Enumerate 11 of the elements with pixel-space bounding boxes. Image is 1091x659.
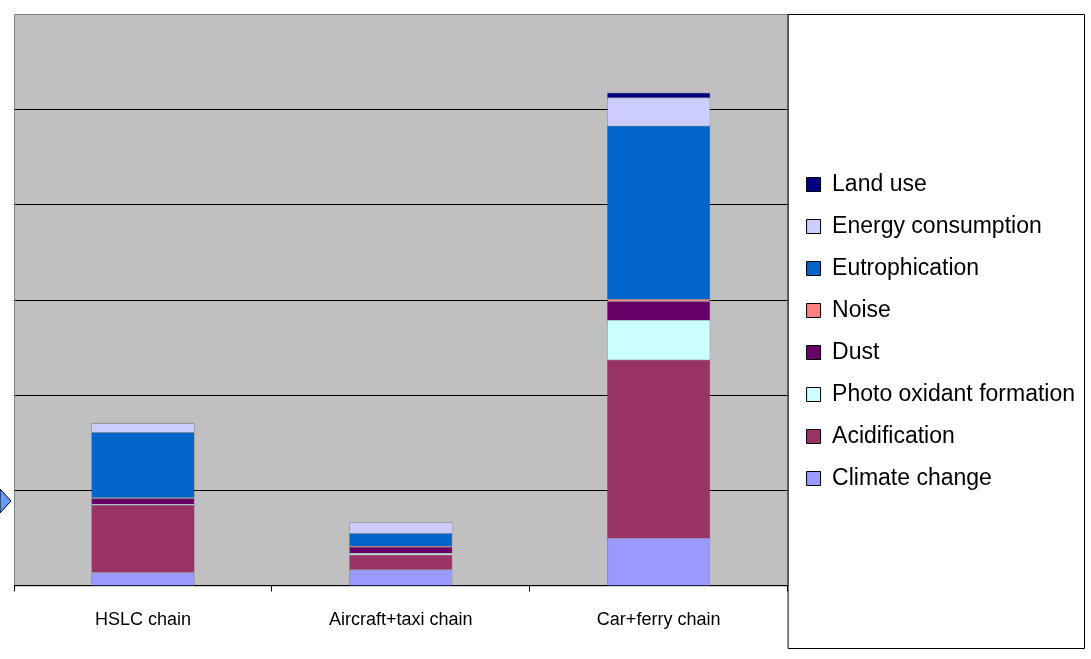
legend-label: Climate change	[832, 463, 992, 490]
legend-label: Energy consumption	[832, 211, 1042, 238]
legend-label: Photo oxidant formation	[832, 379, 1076, 406]
legend-label: Noise	[832, 295, 891, 322]
legend-label: Land use	[832, 169, 927, 196]
x-tick-label: Aircraft+taxi chain	[329, 609, 473, 630]
x-tick-label: Car+ferry chain	[596, 609, 721, 630]
legend-label: Acidification	[832, 421, 955, 448]
legend-label: Dust	[832, 337, 880, 364]
legend-label: Eutrophication	[832, 253, 980, 280]
x-tick-label: HSLC chain	[94, 609, 191, 630]
